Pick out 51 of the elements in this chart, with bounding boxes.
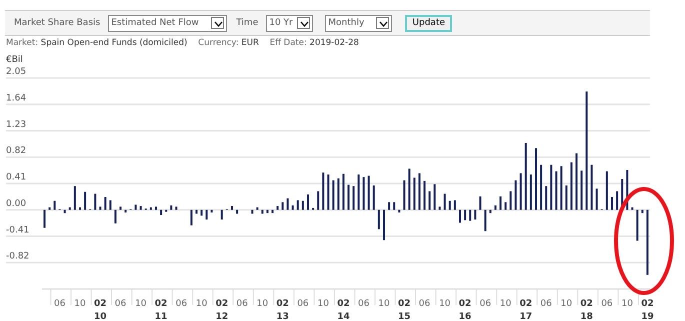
x-tick-label: 10: [74, 299, 86, 309]
x-tick-label: 02 11: [154, 299, 168, 321]
x-tick-label: 06: [480, 299, 492, 309]
x-tick-label: 02 14: [337, 299, 350, 321]
text: Eff Date:: [270, 38, 307, 48]
x-tick-label: 10: [196, 299, 208, 309]
x-tick-label: 10: [378, 299, 390, 309]
y-tick-label: 1.23: [6, 120, 26, 130]
text: Monthly: [328, 18, 364, 28]
x-tick-label: 06: [114, 299, 127, 309]
x-tick-label: 06: [540, 299, 552, 309]
y-axis-title: €Bil: [6, 55, 23, 65]
x-tick-label: 02 17: [520, 299, 532, 321]
text: Currency:: [198, 38, 239, 48]
x-tick-label: 06: [418, 299, 431, 309]
x-tick-label: 10: [621, 299, 634, 309]
x-tick-label: 06: [601, 299, 613, 309]
text: Market Share Basis: [14, 18, 100, 28]
x-tick-label: 10: [317, 299, 330, 309]
y-tick-label: 1.64: [6, 93, 26, 104]
x-tick-label: 02 15: [398, 299, 411, 321]
x-tick-label: 02 13: [276, 299, 289, 321]
y-tick-label: -0.82: [6, 252, 30, 262]
x-tick-label: 10: [500, 299, 512, 309]
y-tick-label: 0.41: [6, 172, 26, 182]
x-tick-label: 10: [256, 299, 268, 309]
x-tick-label: 02 19: [641, 299, 654, 321]
text: Update: [405, 14, 452, 32]
text: Market:: [6, 38, 38, 48]
x-tick-label: 02 10: [94, 299, 107, 321]
x-tick-label: 06: [297, 299, 309, 309]
text: 2019-02-28: [310, 38, 359, 48]
x-tick-label: 10: [135, 299, 147, 309]
text: 10 Yr: [269, 18, 293, 28]
x-tick-label: 06: [54, 299, 66, 309]
x-tick-label: 06: [358, 299, 370, 309]
y-tick-label: 0.82: [6, 146, 26, 156]
text: Estimated Net Flow: [111, 18, 199, 28]
text: Spain Open-end Funds (domiciled): [40, 38, 188, 48]
x-tick-label: 10: [439, 299, 451, 309]
y-tick-label: 2.05: [6, 67, 26, 77]
text: Time: [236, 18, 258, 28]
x-tick-label: 06: [176, 299, 188, 309]
x-tick-label: 06: [236, 299, 248, 309]
y-tick-label: 0.00: [6, 198, 26, 209]
y-tick-label: -0.41: [6, 225, 30, 236]
x-tick-label: 10: [560, 299, 572, 309]
text: EUR: [241, 38, 259, 48]
x-tick-label: 02 18: [580, 299, 593, 321]
x-tick-label: 02 12: [216, 299, 228, 321]
x-tick-label: 02 16: [458, 299, 472, 321]
